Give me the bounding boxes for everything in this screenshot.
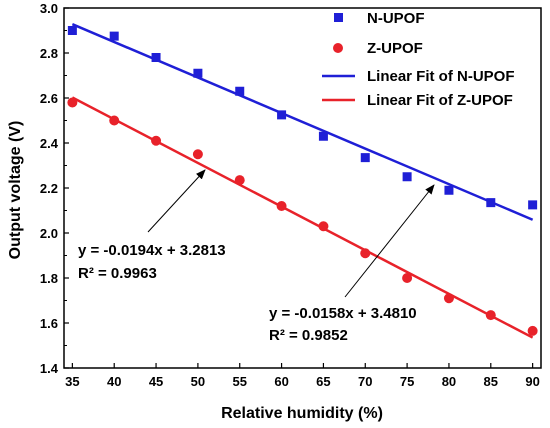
x-tick-label-11: 90 bbox=[525, 374, 539, 389]
y-tick-label-2: 1.8 bbox=[40, 271, 58, 286]
x-tick-label-6: 65 bbox=[316, 374, 330, 389]
point-z-upof-1 bbox=[109, 115, 120, 126]
x-tick-label-5: 60 bbox=[274, 374, 288, 389]
legend-item-fit-z: Linear Fit of Z-UPOF bbox=[322, 92, 513, 109]
point-n-upof-7 bbox=[360, 153, 370, 163]
point-z-upof-0 bbox=[67, 97, 78, 108]
point-n-upof-3 bbox=[193, 68, 203, 78]
annotations: y = -0.0194x + 3.2813 R² = 0.9963 y = -0… bbox=[78, 169, 435, 344]
legend-label-z-upof: Z-UPOF bbox=[367, 40, 423, 57]
y-tick-label-3: 2.0 bbox=[40, 226, 58, 241]
point-z-upof-2 bbox=[151, 135, 162, 146]
annotation-n-r2: R² = 0.9852 bbox=[269, 327, 348, 344]
fit-line-1 bbox=[71, 96, 534, 339]
point-z-upof-10 bbox=[485, 310, 496, 321]
point-n-upof-9 bbox=[444, 185, 454, 195]
point-n-upof-2 bbox=[151, 53, 161, 62]
x-tick-label-4: 55 bbox=[233, 374, 247, 389]
legend-item-z-upof: Z-UPOF bbox=[333, 40, 423, 57]
point-z-upof-8 bbox=[402, 273, 413, 283]
point-z-upof-6 bbox=[318, 221, 329, 232]
y-tick-label-6: 2.6 bbox=[40, 91, 58, 106]
fit-lines bbox=[71, 23, 534, 339]
point-n-upof-1 bbox=[109, 31, 119, 41]
point-z-upof-9 bbox=[443, 293, 454, 304]
annotation-arrow-z bbox=[147, 169, 206, 233]
point-n-upof-10 bbox=[486, 198, 496, 208]
annotation-z-r2: R² = 0.9963 bbox=[78, 265, 157, 282]
legend-item-fit-n: Linear Fit of N-UPOF bbox=[322, 68, 515, 85]
x-tick-label-3: 50 bbox=[191, 374, 205, 389]
legend: N-UPOF Z-UPOF Linear Fit of N-UPOF Linea… bbox=[322, 10, 515, 109]
legend-label-fit-n: Linear Fit of N-UPOF bbox=[367, 68, 515, 85]
point-n-upof-8 bbox=[402, 172, 412, 182]
point-z-upof-11 bbox=[527, 325, 538, 336]
x-tick-label-7: 70 bbox=[358, 374, 372, 389]
annotation-z-equation: y = -0.0194x + 3.2813 bbox=[78, 242, 226, 259]
y-tick-label-7: 2.8 bbox=[40, 46, 58, 61]
point-n-upof-11 bbox=[528, 200, 538, 210]
point-n-upof-0 bbox=[67, 26, 77, 35]
annotation-n-equation: y = -0.0158x + 3.4810 bbox=[269, 305, 417, 322]
legend-label-fit-z: Linear Fit of Z-UPOF bbox=[367, 92, 513, 109]
fit-line-0 bbox=[71, 23, 534, 221]
legend-label-n-upof: N-UPOF bbox=[367, 10, 425, 27]
y-tick-label-8: 3.0 bbox=[40, 1, 58, 16]
x-tick-label-0: 35 bbox=[65, 374, 79, 389]
y-tick-label-1: 1.6 bbox=[40, 316, 58, 331]
point-z-upof-5 bbox=[276, 201, 287, 211]
point-z-upof-3 bbox=[192, 149, 203, 160]
x-tick-label-10: 85 bbox=[484, 374, 498, 389]
point-z-upof-7 bbox=[360, 248, 371, 259]
legend-marker-z-upof bbox=[333, 43, 343, 53]
y-tick-label-5: 2.4 bbox=[40, 136, 59, 151]
data-points bbox=[67, 26, 538, 336]
axes: 35 40 45 50 55 60 65 70 75 80 85 90 1.4 1.6 1.8 2.0 2.2 2… bbox=[40, 1, 542, 389]
y-tick-label-0: 1.4 bbox=[40, 361, 59, 376]
x-tick-label-2: 45 bbox=[149, 374, 163, 389]
legend-marker-n-upof bbox=[334, 13, 343, 22]
annotation-arrow-n bbox=[344, 184, 435, 298]
x-tick-label-9: 80 bbox=[442, 374, 456, 389]
legend-item-n-upof: N-UPOF bbox=[334, 10, 425, 27]
y-axis-label: Output voltage (V) bbox=[7, 121, 24, 260]
y-tick-label-4: 2.2 bbox=[40, 181, 58, 196]
x-tick-label-1: 40 bbox=[107, 374, 121, 389]
x-tick-label-8: 75 bbox=[400, 374, 414, 389]
point-n-upof-4 bbox=[235, 86, 245, 96]
x-axis-label: Relative humidity (%) bbox=[221, 405, 383, 422]
point-z-upof-4 bbox=[234, 175, 245, 186]
point-n-upof-5 bbox=[277, 110, 287, 120]
point-n-upof-6 bbox=[318, 131, 328, 141]
